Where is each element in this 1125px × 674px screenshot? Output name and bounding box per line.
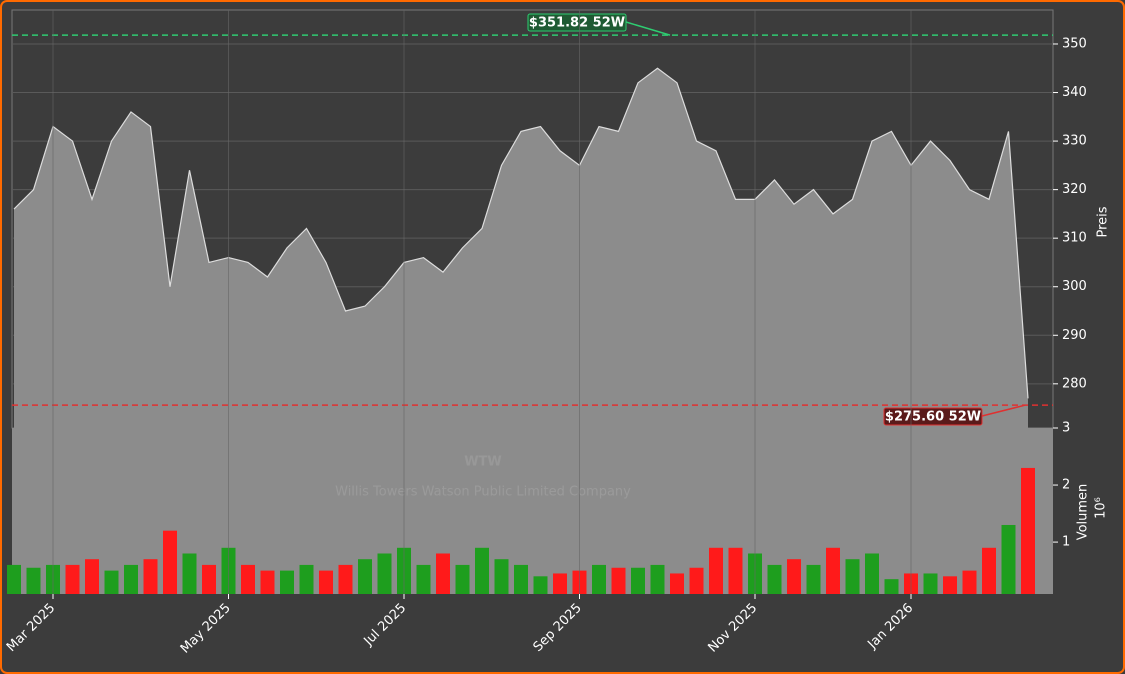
volume-bar	[1001, 524, 1016, 594]
annotation-label: $351.82 52W	[529, 16, 625, 31]
volume-bar	[455, 564, 470, 594]
volume-bar	[7, 564, 21, 594]
volume-bar	[670, 573, 684, 594]
y-tick-label: 290	[1062, 328, 1087, 343]
volume-bar	[104, 570, 119, 594]
volume-bar	[65, 564, 80, 594]
y-tick-label: 1	[1062, 535, 1070, 550]
volume-bar	[767, 564, 782, 594]
annotation-box	[883, 407, 983, 426]
volume-bar	[884, 579, 899, 594]
volume-bar	[124, 564, 138, 594]
y-tick-label: 280	[1062, 376, 1087, 391]
y-axis-label: Preis	[1096, 206, 1111, 237]
annotation-arrow	[981, 404, 1026, 417]
volume-bar	[494, 559, 509, 594]
y-tick-label: 340	[1062, 85, 1087, 100]
watermark: WTW	[464, 455, 502, 470]
y-tick-label: 300	[1062, 279, 1087, 294]
volume-bar	[943, 576, 957, 594]
volume-bar	[553, 573, 567, 594]
axis-multiplier: 10⁶	[1094, 497, 1109, 519]
volume-bar	[377, 553, 392, 594]
volume-bar	[592, 564, 606, 594]
volume-bar	[962, 570, 977, 594]
volume-bar	[728, 547, 743, 594]
volume-bar	[143, 559, 158, 594]
volume-bar	[533, 576, 548, 594]
volume-bar	[787, 559, 801, 594]
y-tick-label: 310	[1062, 231, 1087, 246]
y-tick-label: 2	[1062, 478, 1070, 493]
annotation-box	[527, 13, 627, 32]
volume-bar	[475, 547, 489, 594]
volume-bar	[689, 567, 704, 594]
volume-bar	[436, 553, 450, 594]
y-tick-label: 330	[1062, 134, 1087, 149]
volume-bar	[182, 553, 197, 594]
volume-bar	[260, 570, 275, 594]
y-axis-label: Volumen	[1076, 484, 1091, 541]
volume-bar	[923, 573, 938, 594]
annotation-label: $275.60 52W	[885, 410, 981, 425]
volume-bar	[1021, 467, 1035, 594]
volume-bar	[85, 559, 99, 594]
volume-bar	[319, 570, 333, 594]
volume-bar	[416, 564, 431, 594]
volume-bar	[514, 564, 528, 594]
price-area	[14, 68, 1028, 428]
volume-bar	[26, 567, 41, 594]
volume-bar	[280, 570, 294, 594]
volume-bar	[865, 553, 879, 594]
volume-bar	[299, 564, 314, 594]
volume-bar	[982, 547, 996, 594]
watermark-subtitle: Willis Towers Watson Public Limited Comp…	[335, 485, 631, 500]
volume-bar	[709, 547, 723, 594]
volume-bar	[611, 567, 626, 594]
volume-bar	[358, 559, 372, 594]
volume-bar	[338, 564, 353, 594]
volume-bar	[241, 564, 255, 594]
y-tick-label: 350	[1062, 36, 1087, 51]
volume-bar	[806, 564, 821, 594]
y-tick-label: 320	[1062, 182, 1087, 197]
volume-bar	[826, 547, 840, 594]
annotation-arrow	[625, 21, 671, 36]
volume-bar	[845, 559, 860, 594]
y-tick-label: 3	[1062, 421, 1070, 436]
volume-bar	[163, 530, 177, 594]
volume-bar	[202, 564, 216, 594]
volume-bar	[631, 567, 645, 594]
price-line	[13, 67, 1029, 399]
volume-bar	[650, 564, 665, 594]
